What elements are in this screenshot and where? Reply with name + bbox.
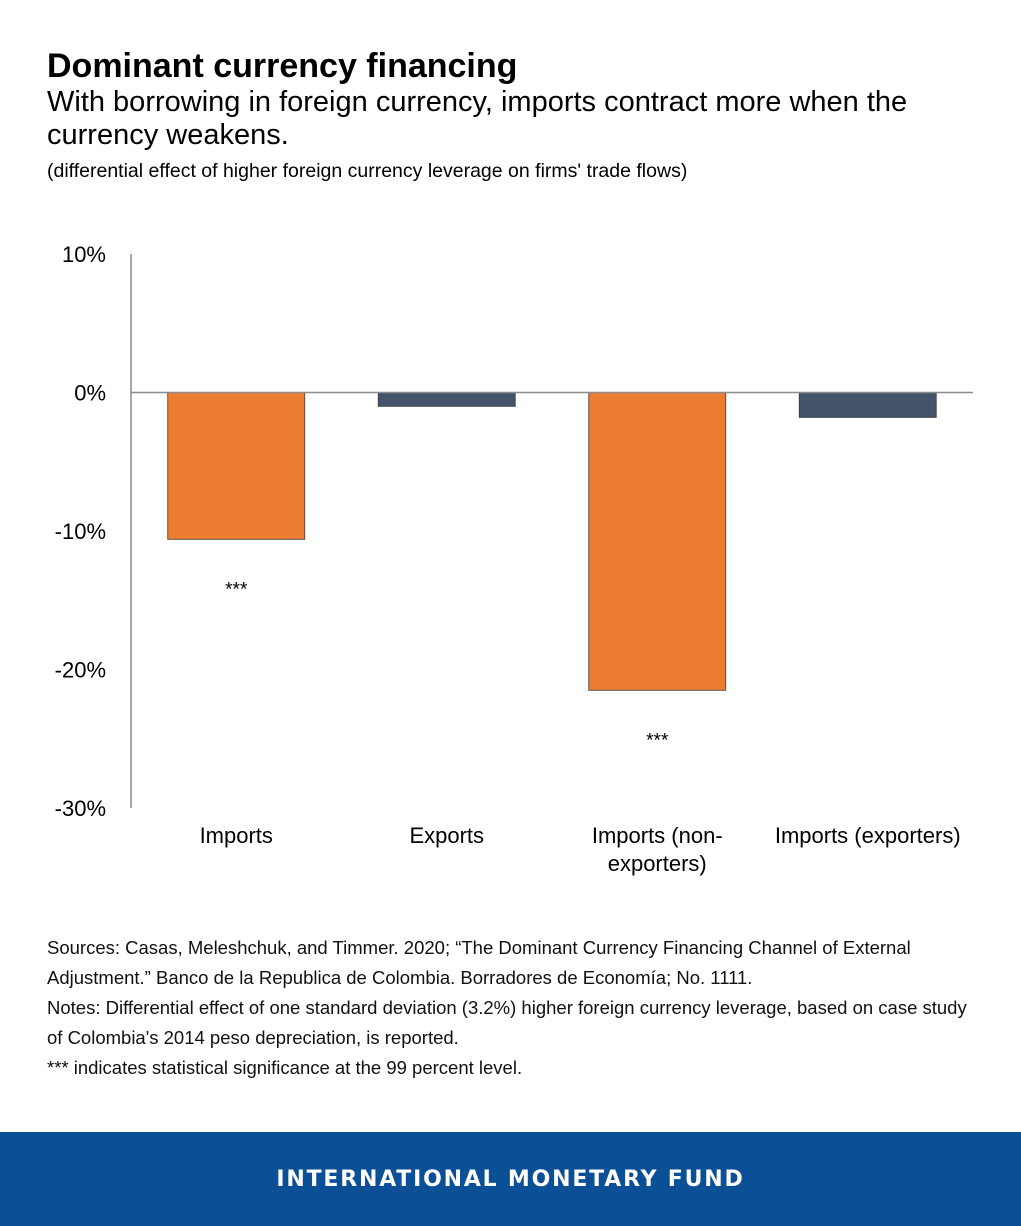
- x-tick-label: exporters): [608, 851, 707, 876]
- footer-brand: INTERNATIONAL MONETARY FUND: [276, 1166, 745, 1192]
- footnotes: Sources: Casas, Meleshchuk, and Timmer. …: [47, 933, 987, 1083]
- sources-text: Sources: Casas, Meleshchuk, and Timmer. …: [47, 937, 911, 988]
- x-tick-label: Exports: [409, 823, 484, 848]
- notes-text: Notes: Differential effect of one standa…: [47, 997, 967, 1048]
- significance-label: ***: [225, 579, 248, 600]
- bar-4: [798, 392, 937, 418]
- bar-1: [167, 392, 306, 540]
- footer-banner: INTERNATIONAL MONETARY FUND: [0, 1132, 1021, 1226]
- chart-subtitle: With borrowing in foreign currency, impo…: [47, 86, 908, 151]
- significance-note: *** indicates statistical significance a…: [47, 1057, 523, 1078]
- significance-label: ***: [646, 730, 669, 751]
- bar-2: [377, 392, 516, 407]
- x-tick-label: Imports (exporters): [775, 823, 961, 848]
- x-tick-label: Imports (non-: [592, 823, 723, 848]
- bar-chart: 10% 0% -10% -20% -30% *** Imports Exports *** Imp…: [55, 242, 973, 876]
- chart-title: Dominant currency financing: [47, 47, 518, 85]
- y-tick-label: -10%: [55, 519, 106, 544]
- chart-note: (differential effect of higher foreign c…: [47, 160, 688, 182]
- y-tick-label: 0%: [74, 381, 106, 406]
- y-tick-label: 10%: [62, 242, 106, 267]
- y-tick-label: -30%: [55, 796, 106, 821]
- x-tick-label: Imports: [200, 823, 273, 848]
- y-tick-label: -20%: [55, 658, 106, 683]
- bar-3: [588, 392, 727, 691]
